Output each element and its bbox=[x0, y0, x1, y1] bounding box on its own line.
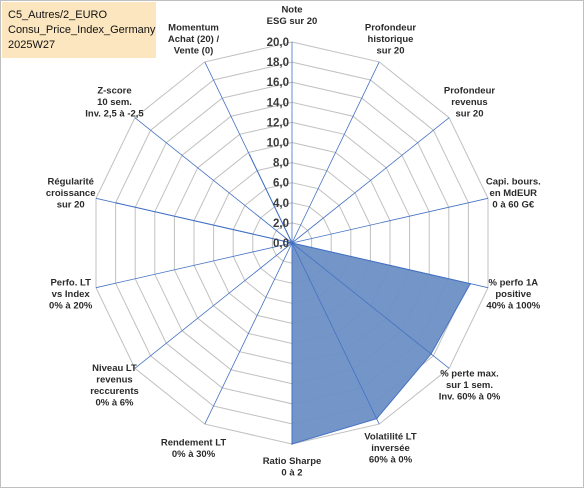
axis-label-7: Ratio Sharpe 0 à 2 bbox=[263, 456, 322, 479]
axis-label-5: % perte max. sur 1 sem. Inv. 60% à 0% bbox=[439, 369, 501, 403]
axis-label-13: Momentum Achat (20) / Vente (0) bbox=[168, 23, 220, 57]
data-point-6 bbox=[375, 417, 378, 420]
tick-label-8: 8,0 bbox=[273, 158, 289, 170]
tick-label-2: 2,0 bbox=[273, 218, 289, 230]
data-point-13 bbox=[248, 154, 251, 156]
spoke-11 bbox=[95, 197, 293, 244]
tick-label-4: 4,0 bbox=[273, 198, 289, 210]
axis-label-3: Capi. bours. en MdEUR 0 à 60 G€ bbox=[486, 177, 541, 211]
axis-label-12: Z-score 10 sem. Inv. 2,5 à -2,5 bbox=[85, 86, 144, 120]
tick-label-10: 10,0 bbox=[267, 138, 289, 150]
title-box: C5_Autres/2_EURO Consu_Price_Index_Germa… bbox=[2, 2, 156, 58]
spoke-9 bbox=[134, 242, 293, 369]
spoke-1 bbox=[291, 61, 380, 244]
data-point-12 bbox=[291, 242, 293, 244]
axis-label-8: Rendement LT 0% à 30% bbox=[161, 437, 226, 460]
spoke-13 bbox=[204, 61, 293, 244]
axis-label-6: Volatilité LT inversée 60% à 0% bbox=[364, 432, 417, 466]
tick-label-20: 20,0 bbox=[267, 37, 289, 49]
tick-label-12: 12,0 bbox=[267, 117, 289, 129]
axis-label-10: Perfo. LT vs Index 0% à 20% bbox=[49, 278, 93, 312]
spoke-10 bbox=[95, 242, 293, 289]
axis-label-1: Profondeur historique sur 20 bbox=[365, 23, 416, 57]
tick-label-14: 14,0 bbox=[267, 97, 289, 109]
spoke-5 bbox=[291, 242, 450, 369]
data-point-7 bbox=[291, 443, 293, 445]
axis-label-9: Niveau LT revenus reccurents 0% à 6% bbox=[90, 363, 139, 409]
data-point-11 bbox=[115, 202, 118, 204]
axis-label-4: % perfo 1A positive 40% à 100% bbox=[486, 278, 540, 312]
tick-label-16: 16,0 bbox=[267, 77, 289, 89]
spoke-2 bbox=[291, 117, 450, 244]
spoke-12 bbox=[134, 117, 293, 244]
title-line-2: Consu_Price_Index_Germany bbox=[8, 24, 156, 36]
tick-label-0: 0,0 bbox=[273, 238, 289, 250]
title-line-1: C5_Autres/2_EURO bbox=[8, 9, 108, 21]
axis-label-0: Note ESG sur 20 bbox=[267, 5, 318, 28]
tick-label-18: 18,0 bbox=[267, 57, 289, 69]
spoke-4 bbox=[291, 242, 489, 289]
title-line-3: 2025W27 bbox=[8, 39, 56, 51]
data-point-5 bbox=[430, 353, 432, 355]
spoke-6 bbox=[291, 242, 380, 425]
axis-label-2: Profondeur revenus sur 20 bbox=[444, 86, 495, 120]
data-point-4 bbox=[469, 282, 472, 285]
spoke-8 bbox=[204, 242, 293, 425]
axis-label-11: Régularité croissance sur 20 bbox=[46, 177, 96, 211]
spoke-3 bbox=[291, 197, 489, 244]
data-area bbox=[116, 154, 472, 445]
tick-label-6: 6,0 bbox=[273, 178, 289, 190]
